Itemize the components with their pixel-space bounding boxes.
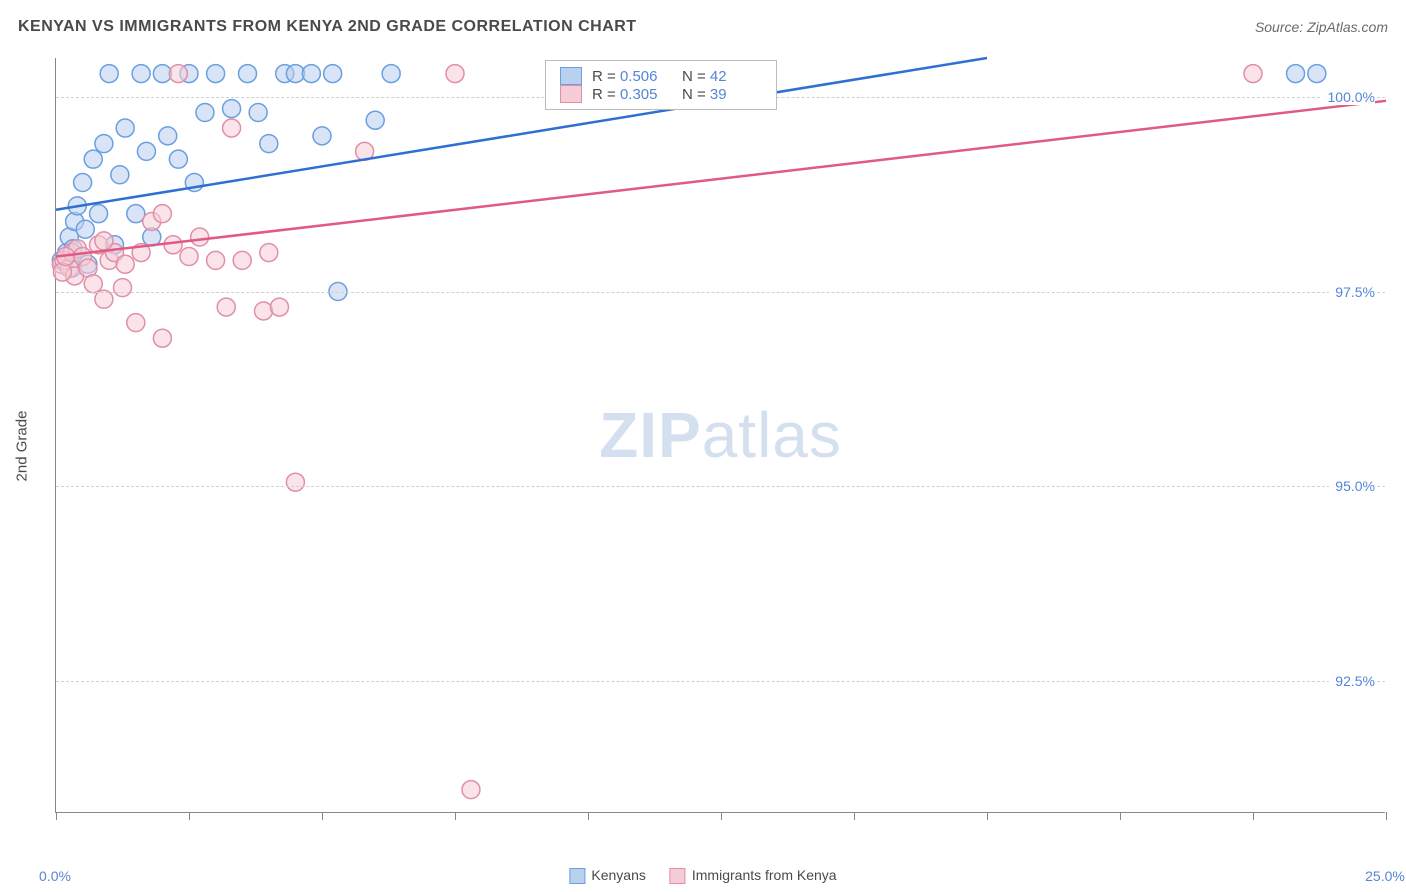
grid-line: [56, 292, 1385, 293]
scatter-point: [207, 65, 225, 83]
correlation-box: R = 0.506 N = 42 R = 0.305 N = 39: [545, 60, 777, 110]
legend-label: Immigrants from Kenya: [692, 867, 837, 883]
x-tick: [588, 812, 589, 820]
scatter-point: [382, 65, 400, 83]
plot-area: ZIPatlas 100.0%97.5%95.0%92.5%: [55, 58, 1385, 813]
source-label: Source: ZipAtlas.com: [1255, 19, 1388, 35]
scatter-point: [116, 119, 134, 137]
legend-label: Kenyans: [591, 867, 645, 883]
scatter-point: [169, 65, 187, 83]
scatter-point: [239, 65, 257, 83]
grid-line: [56, 681, 1385, 682]
x-min-label: 0.0%: [39, 868, 71, 884]
trend-line: [56, 101, 1386, 257]
trend-line: [56, 58, 987, 210]
scatter-point: [191, 228, 209, 246]
scatter-point: [462, 781, 480, 799]
scatter-point: [95, 290, 113, 308]
scatter-point: [164, 236, 182, 254]
scatter-point: [254, 302, 272, 320]
x-tick: [455, 812, 456, 820]
scatter-point: [223, 119, 241, 137]
scatter-point: [84, 150, 102, 168]
scatter-point: [53, 263, 71, 281]
x-tick: [56, 812, 57, 820]
x-tick: [854, 812, 855, 820]
x-tick: [987, 812, 988, 820]
scatter-point: [260, 244, 278, 262]
scatter-point: [76, 220, 94, 238]
x-tick: [189, 812, 190, 820]
scatter-point: [111, 166, 129, 184]
legend-item: Immigrants from Kenya: [670, 867, 837, 884]
scatter-point: [153, 329, 171, 347]
scatter-point: [116, 255, 134, 273]
scatter-point: [1308, 65, 1326, 83]
scatter-point: [90, 205, 108, 223]
scatter-point: [159, 127, 177, 145]
legend-item: Kenyans: [569, 867, 645, 884]
scatter-point: [217, 298, 235, 316]
chart-title: KENYAN VS IMMIGRANTS FROM KENYA 2ND GRAD…: [18, 18, 637, 36]
x-tick: [1253, 812, 1254, 820]
scatter-point: [95, 135, 113, 153]
x-tick: [1120, 812, 1121, 820]
corr-n: N = 39: [682, 86, 762, 103]
scatter-point: [249, 103, 267, 121]
scatter-point: [324, 65, 342, 83]
corr-swatch: [560, 85, 582, 103]
scatter-point: [153, 205, 171, 223]
scatter-point: [95, 232, 113, 250]
scatter-point: [180, 247, 198, 265]
scatter-point: [169, 150, 187, 168]
scatter-point: [100, 65, 118, 83]
scatter-point: [84, 275, 102, 293]
scatter-point: [114, 279, 132, 297]
chart-svg: [56, 58, 1385, 812]
scatter-point: [1287, 65, 1305, 83]
y-axis-label: 2nd Grade: [14, 411, 31, 482]
scatter-point: [223, 100, 241, 118]
scatter-point: [132, 65, 150, 83]
corr-row: R = 0.305 N = 39: [560, 85, 762, 103]
scatter-point: [260, 135, 278, 153]
scatter-point: [233, 251, 251, 269]
scatter-point: [446, 65, 464, 83]
x-max-label: 25.0%: [1365, 868, 1405, 884]
scatter-point: [127, 314, 145, 332]
scatter-point: [270, 298, 288, 316]
legend-swatch: [670, 868, 686, 884]
scatter-point: [127, 205, 145, 223]
scatter-point: [137, 142, 155, 160]
bottom-legend: Kenyans Immigrants from Kenya: [569, 867, 836, 884]
y-tick-label: 97.5%: [1329, 284, 1375, 300]
corr-row: R = 0.506 N = 42: [560, 67, 762, 85]
y-tick-label: 92.5%: [1329, 673, 1375, 689]
corr-n: N = 42: [682, 68, 762, 85]
legend-swatch: [569, 868, 585, 884]
x-tick: [322, 812, 323, 820]
y-tick-label: 95.0%: [1329, 478, 1375, 494]
x-tick: [1386, 812, 1387, 820]
grid-line: [56, 486, 1385, 487]
scatter-point: [207, 251, 225, 269]
scatter-point: [1244, 65, 1262, 83]
scatter-point: [196, 103, 214, 121]
corr-r: R = 0.305: [592, 86, 672, 103]
scatter-point: [74, 174, 92, 192]
y-tick-label: 100.0%: [1322, 89, 1375, 105]
scatter-point: [302, 65, 320, 83]
corr-swatch: [560, 67, 582, 85]
corr-r: R = 0.506: [592, 68, 672, 85]
scatter-point: [286, 473, 304, 491]
x-tick: [721, 812, 722, 820]
scatter-point: [313, 127, 331, 145]
scatter-point: [366, 111, 384, 129]
